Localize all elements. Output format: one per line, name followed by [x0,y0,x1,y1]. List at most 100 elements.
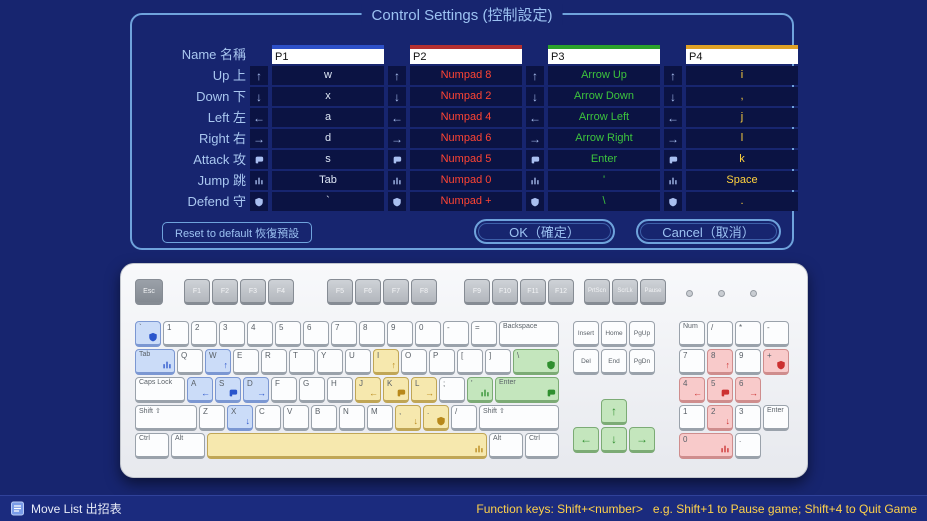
binding-attack-p1[interactable]: s [272,150,384,169]
binding-attack-p4[interactable]: k [686,150,798,169]
key-label: 4 [683,379,688,388]
defend-shield-icon [255,197,263,206]
key-pgup: PgUp [629,321,655,347]
key-bracket-left: [ [457,349,483,375]
binding-icon-cell: ↓ [250,87,268,106]
binding-up-p3[interactable]: Arrow Up [548,66,660,85]
player-name-cell-p2 [410,45,522,64]
key-label: Enter [767,407,784,414]
binding-right-p3[interactable]: Arrow Right [548,129,660,148]
right-arrow-icon: → [749,388,758,398]
function-keys-help: Function keys: Shift+<number> e.g. Shift… [476,501,917,516]
player-name-input-p2[interactable] [410,49,522,64]
cancel-button[interactable]: Cancel（取消） [636,219,781,244]
binding-jump-p1[interactable]: Tab [272,171,384,190]
settings-row-up: Up 上 ↑ w ↑ Numpad 8 ↑ Arrow Up ↑ i [136,66,798,85]
binding-down-p1[interactable]: x [272,87,384,106]
key-9: 9 [735,349,761,375]
key-0: 0 [679,433,733,459]
key-label: ` [139,323,142,332]
key-label: F5 [335,287,345,295]
key-del: Del [573,349,599,375]
key-7: 7 [679,349,705,375]
binding-up-p2[interactable]: Numpad 8 [410,66,522,85]
reset-default-button[interactable]: Reset to default 恢復預設 [162,222,313,243]
binding-defend-p3[interactable]: \ [548,192,660,211]
player-name-input-p1[interactable] [272,49,384,64]
binding-jump-p2[interactable]: Numpad 0 [410,171,522,190]
key-c: C [255,405,281,431]
key-caps-lock: Caps Lock [135,377,185,403]
defend-shield-icon [547,360,555,370]
key-h: H [327,377,353,403]
binding-left-p1[interactable]: a [272,108,384,127]
key-m: M [367,405,393,431]
key-equals: = [471,321,497,347]
binding-up-p4[interactable]: i [686,66,798,85]
up-arrow-icon: ↑ [256,68,262,83]
key-label: J [359,379,363,388]
jump-icon [475,445,483,453]
spacer [250,45,268,64]
key-q: Q [177,349,203,375]
binding-attack-p3[interactable]: Enter [548,150,660,169]
key-label: X [231,407,237,416]
row-label-defend: Defend 守 [187,194,246,209]
defend-shield-icon [531,197,539,206]
key-alt: Alt [489,433,523,459]
key-e: E [233,349,259,375]
main-key-block: ` 1 2 3 4 5 6 7 8 9 0- = Backspace Tab Q W ↑ E R T Y U I ↑ O P[] \… [135,321,559,461]
player-name-input-p3[interactable] [548,49,660,64]
settings-row-jump: Jump 跳 Tab Numpad 0 ' Space [136,171,798,190]
key-6: 6 [303,321,329,347]
key-enter: Enter [495,377,559,403]
move-list-icon [11,501,24,516]
binding-down-p2[interactable]: Numpad 2 [410,87,522,106]
binding-right-p1[interactable]: d [272,129,384,148]
binding-up-p1[interactable]: w [272,66,384,85]
jump-icon [255,177,263,184]
key-apostrophe: ' [467,377,493,403]
keyboard-row: Ctrl Alt Alt Ctrl [135,433,559,459]
binding-icon-cell [388,150,406,169]
key-8: 8 [359,321,385,347]
binding-left-p4[interactable]: j [686,108,798,127]
player-color-bar-p1 [272,45,384,49]
down-arrow-icon: ↓ [394,89,400,104]
ok-button[interactable]: OK（確定） [474,219,615,244]
key-label: / [711,323,714,332]
key-d: D → [243,377,269,403]
player-name-input-p4[interactable] [686,49,798,64]
binding-down-p4[interactable]: , [686,87,798,106]
up-arrow-icon: ↑ [391,360,397,370]
binding-jump-p4[interactable]: Space [686,171,798,190]
binding-left-p3[interactable]: Arrow Left [548,108,660,127]
jump-icon [481,389,489,397]
key-label: . [427,407,430,416]
binding-down-p3[interactable]: Arrow Down [548,87,660,106]
row-label-up: Up 上 [212,68,246,83]
key-p: P [429,349,455,375]
defend-shield-icon [393,197,401,206]
binding-left-p2[interactable]: Numpad 4 [410,108,522,127]
nav-key-block: Insert Home PgUp Del End PgDn [573,321,655,375]
move-list-link[interactable]: Move List 出招表 [31,502,122,516]
key-label: F8 [419,287,429,295]
binding-jump-p3[interactable]: ' [548,171,660,190]
key-label: D [247,379,253,388]
key-label: Y [321,351,327,360]
binding-icon-cell [250,150,268,169]
binding-attack-p2[interactable]: Numpad 5 [410,150,522,169]
key-label: PgDn [633,357,651,365]
key-label: 0 [683,435,688,444]
binding-right-p2[interactable]: Numpad 6 [410,129,522,148]
binding-defend-p4[interactable]: . [686,192,798,211]
player-name-cell-p1 [272,45,384,64]
key-f1: F1 [184,279,210,305]
binding-defend-p1[interactable]: ` [272,192,384,211]
binding-right-p4[interactable]: l [686,129,798,148]
binding-defend-p2[interactable]: Numpad + [410,192,522,211]
key-label: U [349,351,355,360]
arrow-key-block: ↑ ← ↓ → [573,399,655,453]
key-label: Caps Lock [139,379,173,386]
